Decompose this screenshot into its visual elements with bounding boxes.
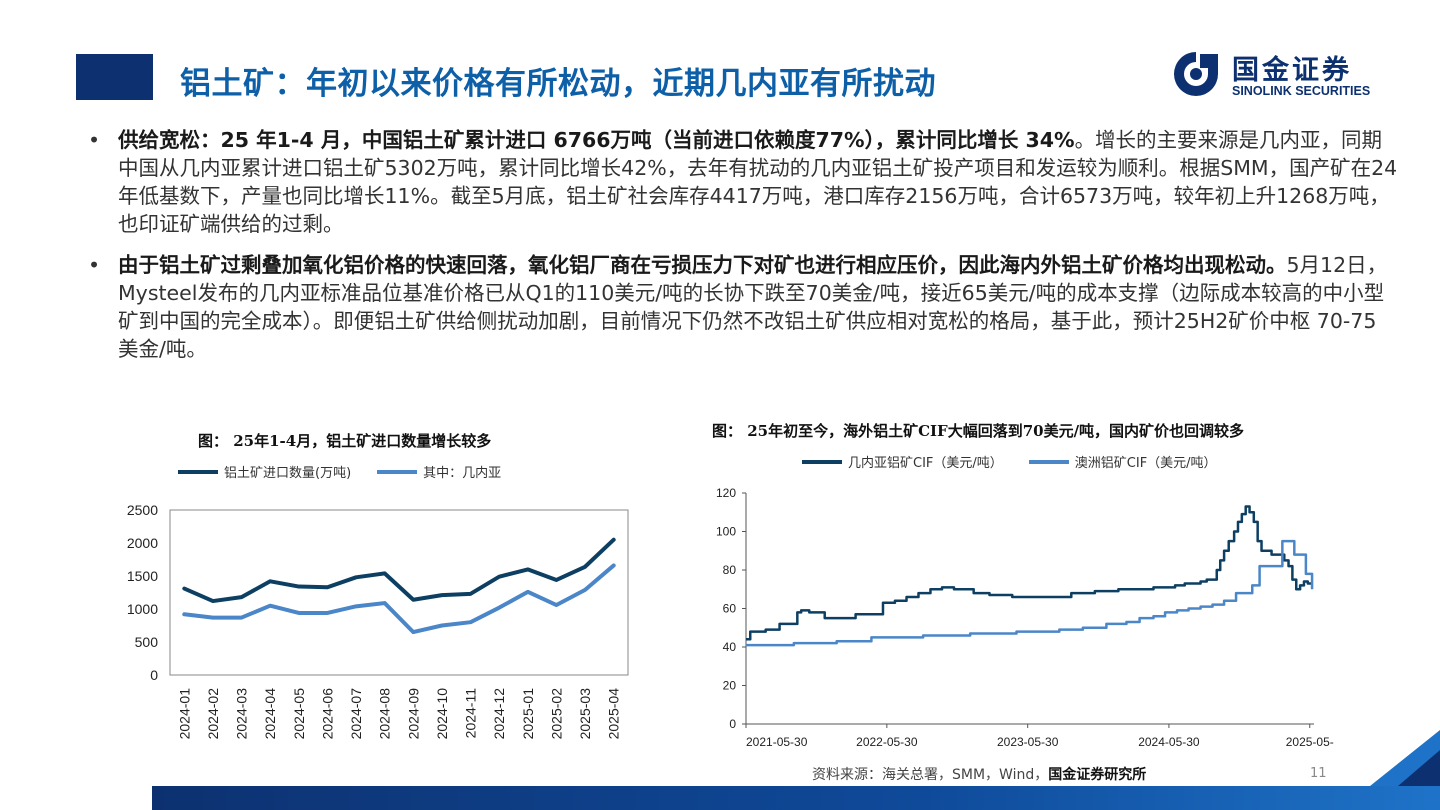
chart1-x-tick-label: 2024-10 bbox=[434, 688, 450, 740]
chart1-legend-item: 铝土矿进口数量(万吨) bbox=[178, 462, 351, 481]
legend-swatch bbox=[802, 459, 842, 464]
chart1-x-tick-label: 2024-06 bbox=[319, 688, 335, 740]
chart1-x-tick-label: 2025-02 bbox=[548, 688, 564, 740]
source-bold: 国金证券研究所 bbox=[1048, 767, 1147, 783]
legend-swatch bbox=[178, 469, 218, 474]
chart2-legend-item: 澳洲铝矿CIF（美元/吨） bbox=[1028, 452, 1217, 471]
chart1-x-tick-label: 2025-04 bbox=[606, 688, 622, 740]
chart1-x-tick-label: 2024-08 bbox=[377, 688, 393, 740]
chart1-series-line-1 bbox=[182, 563, 616, 635]
chart1-y-tick-label: 2000 bbox=[127, 535, 158, 551]
chart1-x-tick-label: 2024-03 bbox=[234, 688, 250, 740]
logo-text-en: SINOLINK SECURITIES bbox=[1232, 84, 1371, 98]
chart1-title: 图： 25年1-4月，铝土矿进口数量增长较多 bbox=[198, 432, 492, 450]
chart2-y-tick-label: 120 bbox=[716, 486, 736, 500]
logo-mark-icon bbox=[1174, 52, 1218, 96]
chart2-y-tick-label: 80 bbox=[723, 563, 737, 577]
chart2-x-tick-label: 2024-05-30 bbox=[1138, 735, 1200, 749]
chart1-plot-frame bbox=[169, 509, 629, 676]
chart1-x-tick-label: 2024-02 bbox=[205, 688, 221, 740]
chart1-y-tick-label: 1500 bbox=[127, 568, 158, 584]
chart2-series-line-0 bbox=[746, 505, 1313, 641]
source-note: 资料来源：海关总署，SMM，Wind，国金证券研究所 bbox=[812, 764, 1146, 784]
chart1-legend-item: 其中：几内亚 bbox=[377, 462, 501, 481]
bullet-list: • 供给宽松：25 年1-4 月，中国铝土矿累计进口 6766万吨（当前进口依赖… bbox=[88, 126, 1400, 376]
bullet-item-supply: • 供给宽松：25 年1-4 月，中国铝土矿累计进口 6766万吨（当前进口依赖… bbox=[88, 126, 1400, 238]
chart2-x-tick-label: 2025-05- bbox=[1286, 735, 1334, 749]
chart2-plot: 0 20 40 60 80 100 120 2021-05-30 2022-05-30 2023-… bbox=[716, 486, 1334, 749]
footer-band bbox=[152, 786, 1440, 810]
chart2-y-tick-label: 20 bbox=[723, 679, 737, 693]
legend-label: 铝土矿进口数量(万吨) bbox=[224, 466, 352, 481]
chart2-x-tick-label: 2023-05-30 bbox=[997, 735, 1059, 749]
chart1-x-tick-label: 2024-04 bbox=[262, 688, 278, 740]
company-logo: 国金证券 SINOLINK SECURITIES bbox=[1168, 46, 1408, 104]
chart2-series-line-1 bbox=[746, 539, 1314, 647]
bullet-dot-icon: • bbox=[88, 253, 101, 277]
chart1-x-tick-label: 2024-01 bbox=[176, 688, 192, 740]
chart1-y-tick-label: 500 bbox=[135, 634, 159, 650]
chart1-x-tick-label: 2024-05 bbox=[291, 688, 307, 740]
legend-swatch bbox=[1028, 459, 1069, 464]
chart2-x-tick-label: 2021-05-30 bbox=[746, 735, 808, 749]
chart1-x-tick-label: 2025-03 bbox=[577, 688, 593, 740]
logo-text-cn: 国金证券 bbox=[1232, 55, 1352, 86]
legend-swatch bbox=[377, 469, 418, 474]
chart1-y-tick-label: 0 bbox=[150, 667, 158, 683]
chart1-series-line-0 bbox=[182, 537, 616, 604]
chart2-y-tick-label: 60 bbox=[723, 602, 737, 616]
bullet-bold-text: 供给宽松：25 年1-4 月，中国铝土矿累计进口 6766万吨（当前进口依赖度7… bbox=[118, 128, 1075, 152]
chart2-y-tick-label: 40 bbox=[723, 640, 737, 654]
chart1-x-tick-label: 2024-11 bbox=[463, 688, 479, 739]
page-number: 11 bbox=[1310, 766, 1327, 781]
chart1-x-tick-label: 2024-09 bbox=[405, 688, 421, 740]
chart1-y-tick-label: 2500 bbox=[127, 502, 158, 518]
legend-label: 几内亚铝矿CIF（美元/吨） bbox=[848, 456, 1003, 471]
page-title: 铝土矿：年初以来价格有所松动，近期几内亚有所扰动 bbox=[180, 66, 936, 102]
chart1-x-tick-label: 2024-07 bbox=[348, 688, 364, 740]
chart1-x-tick-label: 2025-01 bbox=[520, 688, 536, 740]
chart1-y-tick-label: 1000 bbox=[127, 601, 158, 617]
bullet-item-price: • 由于铝土矿过剩叠加氧化铝价格的快速回落，氧化铝厂商在亏损压力下对矿也进行相应… bbox=[88, 251, 1400, 363]
chart2-legend-item: 几内亚铝矿CIF（美元/吨） bbox=[802, 452, 1003, 471]
legend-label: 其中：几内亚 bbox=[423, 466, 502, 481]
chart1-plot: 0 500 1000 1500 2000 2500 2024-01 2024-02 2024-0… bbox=[127, 502, 629, 740]
legend-label: 澳洲铝矿CIF（美元/吨） bbox=[1074, 456, 1217, 471]
title-accent-bar bbox=[76, 54, 153, 100]
bullet-body-text: 。增长的主要来源是几内亚，同期中国从几内亚累计进口铝土矿5302万吨，累计同比增… bbox=[118, 128, 1398, 236]
bullet-dot-icon: • bbox=[88, 128, 101, 152]
chart2-title: 图： 25年初至今，海外铝土矿CIF大幅回落到70美元/吨，国内矿价也回调较多 bbox=[712, 422, 1245, 440]
chart2-y-tick-label: 0 bbox=[729, 717, 736, 731]
chart2-y-tick-label: 100 bbox=[716, 525, 736, 539]
chart1-legend: 铝土矿进口数量(万吨) 其中：几内亚 bbox=[178, 462, 527, 481]
chart2-legend: 几内亚铝矿CIF（美元/吨） 澳洲铝矿CIF（美元/吨） bbox=[802, 452, 1243, 471]
chart2-x-tick-label: 2022-05-30 bbox=[856, 735, 918, 749]
chart1-x-tick-label: 2024-12 bbox=[491, 688, 507, 740]
source-prefix: 资料来源：海关总署，SMM，Wind， bbox=[812, 767, 1049, 783]
bullet-bold-text: 由于铝土矿过剩叠加氧化铝价格的快速回落，氧化铝厂商在亏损压力下对矿也进行相应压价… bbox=[118, 253, 1287, 277]
bullet-body-text: 5月12日，Mysteel发布的几内亚标准品位基准价格已从Q1的110美元/吨的… bbox=[118, 253, 1388, 361]
